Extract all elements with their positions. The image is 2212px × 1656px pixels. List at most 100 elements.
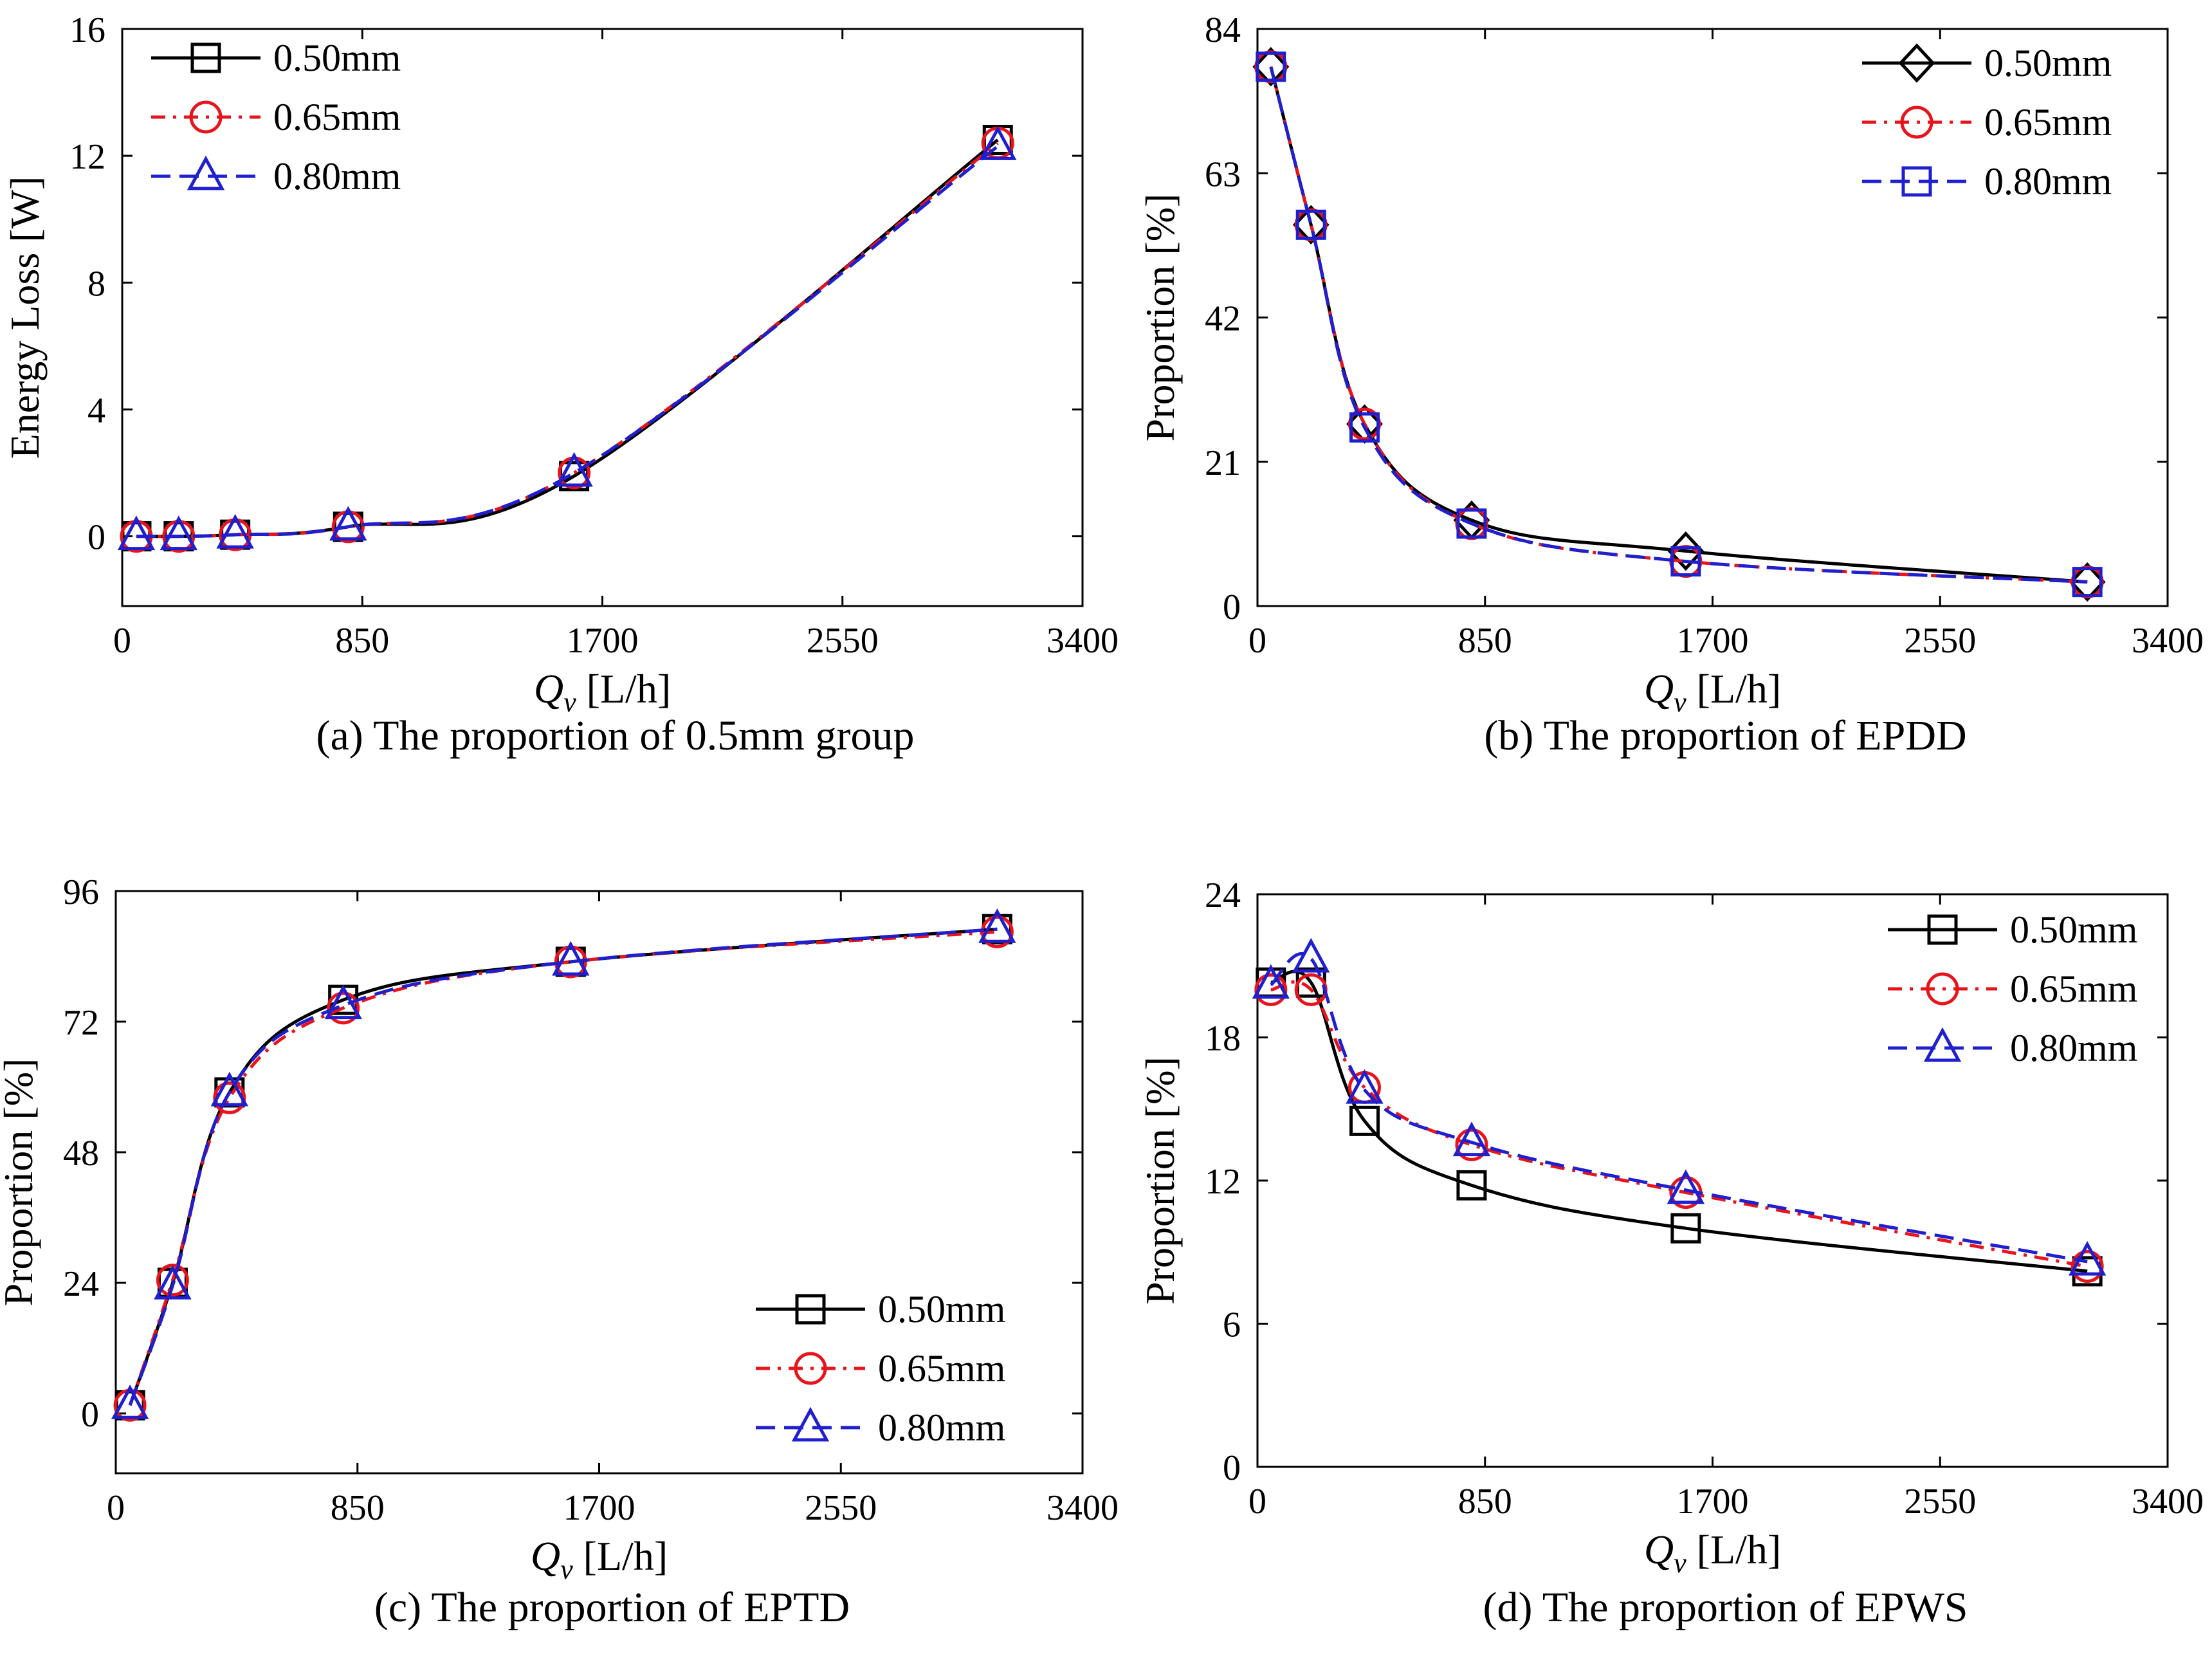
data-point-circle xyxy=(327,991,360,1025)
legend-entry: 0.80mm xyxy=(1888,1027,2137,1069)
legend-label: 0.65mm xyxy=(2010,968,2137,1010)
y-tick-label: 72 xyxy=(63,1003,99,1043)
data-point-circle xyxy=(1254,973,1288,1006)
legend-entry: 0.50mm xyxy=(1888,908,2137,951)
y-axis-label: Proportion [%] xyxy=(1137,1056,1183,1305)
legend-marker-triangle xyxy=(187,155,225,190)
series-0.80mm xyxy=(111,908,1016,1419)
data-point-circle xyxy=(2070,1250,2104,1283)
y-tick-label: 12 xyxy=(1205,1162,1241,1202)
y-tick-label: 63 xyxy=(1205,154,1241,194)
y-axis-label: Energy Loss [W] xyxy=(2,176,48,459)
panel-c: 0 850 1700 2550 3400 0 24 48 72 96 Qv [L/h] Proport… xyxy=(0,872,1119,1631)
panel-caption: (d) The proportion of EPWS xyxy=(1483,1584,1968,1631)
series-0.65mm xyxy=(120,126,1014,553)
plot-frame xyxy=(121,28,1084,607)
y-tick-label: 0 xyxy=(1223,1448,1241,1488)
panel-caption: (b) The proportion of EPDD xyxy=(1484,712,1966,759)
legend-label: 0.50mm xyxy=(273,37,401,79)
series-line xyxy=(1270,980,2088,1268)
data-point-diamond xyxy=(1252,47,1290,87)
legend-entry: 0.50mm xyxy=(1862,42,2112,84)
legend-marker-square xyxy=(1927,914,1958,945)
legend-entry: 0.50mm xyxy=(756,1288,1005,1330)
legend-label: 0.50mm xyxy=(2010,908,2137,951)
series-0.50mm xyxy=(114,914,1012,1421)
x-tick-label: 0 xyxy=(1248,621,1266,661)
y-axis-label: Proportion [%] xyxy=(0,1058,41,1307)
data-point-triangle xyxy=(1346,1069,1384,1104)
legend-entry: 0.65mm xyxy=(1862,101,2112,143)
x-tick-label: 850 xyxy=(1458,621,1512,661)
y-tick-label: 8 xyxy=(87,264,105,304)
y-tick-label: 24 xyxy=(63,1264,99,1304)
y-tick-label: 6 xyxy=(1223,1305,1241,1345)
data-point-triangle xyxy=(979,125,1017,160)
y-tick-label: 21 xyxy=(1205,443,1241,483)
data-point-diamond xyxy=(2069,562,2106,602)
series-0.50mm xyxy=(1256,967,2103,1287)
data-point-triangle xyxy=(555,452,593,487)
x-axis-label-subscript: v xyxy=(1674,1547,1686,1579)
x-tick-label: 850 xyxy=(335,621,389,661)
legend-marker-square xyxy=(795,1294,826,1325)
legend-entry: 0.80mm xyxy=(1862,160,2112,203)
legend-label: 0.50mm xyxy=(1984,42,2112,84)
data-point-circle xyxy=(980,915,1014,948)
x-axis-label: Qv [L/h] xyxy=(1644,666,1781,718)
legend-entry: 0.65mm xyxy=(151,96,401,138)
x-tick-label: 2550 xyxy=(807,621,879,661)
y-tick-label: 18 xyxy=(1205,1019,1241,1059)
data-point-triangle xyxy=(1667,1169,1705,1204)
series-0.80mm xyxy=(1256,51,2103,598)
x-tick-label: 850 xyxy=(1458,1482,1512,1522)
legend-entry: 0.80mm xyxy=(756,1406,1005,1449)
data-point-triangle xyxy=(154,1264,192,1300)
legend-marker-circle xyxy=(189,100,223,134)
legend-label: 0.80mm xyxy=(878,1406,1005,1449)
series-line xyxy=(1269,66,2088,584)
data-point-triangle xyxy=(160,515,198,551)
series-line xyxy=(1269,66,2088,584)
series-line xyxy=(128,930,998,1406)
x-axis-label-subscript: v xyxy=(560,1554,573,1585)
y-tick-label: 16 xyxy=(69,10,105,50)
series-0.65mm xyxy=(1254,973,2104,1283)
panel-caption: (c) The proportion of EPTD xyxy=(374,1584,850,1631)
x-tick-label: 3400 xyxy=(1047,621,1119,661)
x-tick-label: 3400 xyxy=(2132,621,2204,661)
x-axis-label-subscript: v xyxy=(1674,686,1686,718)
legend-entry: 0.50mm xyxy=(151,37,401,79)
x-tick-label: 1700 xyxy=(567,621,639,661)
x-axis-label-symbol: Q xyxy=(531,1533,560,1579)
x-axis-label-symbol: Q xyxy=(1644,1527,1674,1572)
series-line xyxy=(1270,952,2088,1264)
y-tick-label: 0 xyxy=(81,1395,99,1435)
x-axis-label-unit: [L/h] xyxy=(1686,1527,1782,1572)
x-axis-label-unit: [L/h] xyxy=(1686,666,1782,712)
data-point-triangle xyxy=(978,908,1016,943)
data-point-square xyxy=(1670,546,1701,577)
x-tick-label: 3400 xyxy=(2132,1482,2204,1522)
x-tick-label: 0 xyxy=(113,621,131,661)
panel-d: 0 850 1700 2550 3400 0 6 12 18 24 Qv [L/h] Proporti… xyxy=(1137,876,2204,1631)
x-tick-label: 1700 xyxy=(1677,621,1749,661)
data-point-diamond xyxy=(1667,531,1705,571)
x-axis-label-unit: [L/h] xyxy=(576,666,672,712)
x-tick-label: 2550 xyxy=(1904,621,1976,661)
data-point-diamond xyxy=(1292,205,1330,245)
data-point-triangle xyxy=(210,1071,249,1107)
y-tick-label: 42 xyxy=(1205,299,1241,339)
x-axis-label-unit: [L/h] xyxy=(573,1533,668,1579)
data-point-square xyxy=(1456,1170,1487,1201)
series-0.65mm xyxy=(113,915,1014,1422)
x-tick-label: 1700 xyxy=(1677,1482,1749,1522)
legend-label: 0.65mm xyxy=(1984,101,2112,143)
data-point-triangle xyxy=(2068,1240,2107,1276)
x-axis-label-subscript: v xyxy=(563,686,576,718)
data-point-square xyxy=(1670,1213,1701,1244)
legend-marker-diamond xyxy=(1898,43,1935,83)
x-axis-label: Qv [L/h] xyxy=(531,1533,668,1585)
legend-marker-triangle xyxy=(1923,1027,1962,1062)
